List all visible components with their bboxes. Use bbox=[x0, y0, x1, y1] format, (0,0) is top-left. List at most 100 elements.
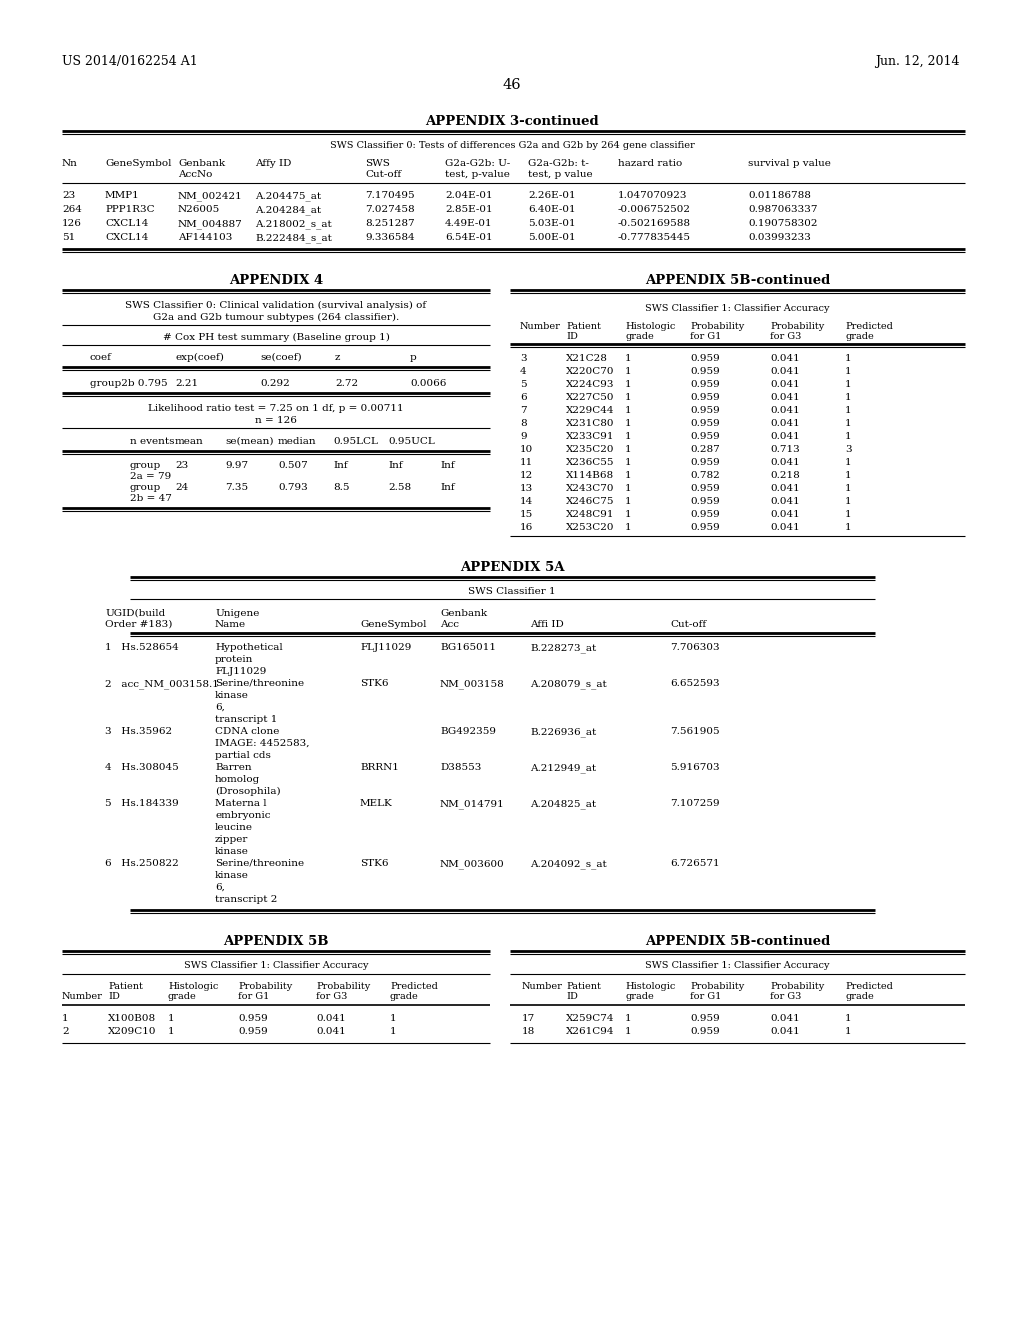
Text: 7.706303: 7.706303 bbox=[670, 643, 720, 652]
Text: 1: 1 bbox=[625, 523, 632, 532]
Text: A.204092_s_at: A.204092_s_at bbox=[530, 859, 607, 869]
Text: ID: ID bbox=[566, 993, 578, 1001]
Text: 0.0066: 0.0066 bbox=[410, 379, 446, 388]
Text: leucine: leucine bbox=[215, 822, 253, 832]
Text: IMAGE: 4452583,: IMAGE: 4452583, bbox=[215, 739, 309, 748]
Text: 1: 1 bbox=[845, 393, 852, 403]
Text: Inf: Inf bbox=[333, 461, 347, 470]
Text: APPENDIX 4: APPENDIX 4 bbox=[229, 275, 324, 286]
Text: grade: grade bbox=[168, 993, 197, 1001]
Text: 9.336584: 9.336584 bbox=[365, 234, 415, 242]
Text: SWS Classifier 0: Tests of differences G2a and G2b by 264 gene classifier: SWS Classifier 0: Tests of differences G… bbox=[330, 141, 694, 150]
Text: D38553: D38553 bbox=[440, 763, 481, 772]
Text: 1: 1 bbox=[625, 432, 632, 441]
Text: 0.959: 0.959 bbox=[690, 523, 720, 532]
Text: Serine/threonine: Serine/threonine bbox=[215, 678, 304, 688]
Text: X243C70: X243C70 bbox=[566, 484, 614, 492]
Text: transcript 2: transcript 2 bbox=[215, 895, 278, 904]
Text: 23: 23 bbox=[62, 191, 75, 201]
Text: p: p bbox=[410, 352, 417, 362]
Text: B.226936_at: B.226936_at bbox=[530, 727, 596, 737]
Text: Probability: Probability bbox=[770, 982, 824, 991]
Text: Inf: Inf bbox=[440, 483, 455, 492]
Text: NM_003158: NM_003158 bbox=[440, 678, 505, 689]
Text: 2.26E-01: 2.26E-01 bbox=[528, 191, 575, 201]
Text: 0.959: 0.959 bbox=[238, 1014, 267, 1023]
Text: 0.959: 0.959 bbox=[690, 1014, 720, 1023]
Text: 0.959: 0.959 bbox=[690, 354, 720, 363]
Text: X253C20: X253C20 bbox=[566, 523, 614, 532]
Text: 1: 1 bbox=[845, 510, 852, 519]
Text: A.204825_at: A.204825_at bbox=[530, 799, 596, 809]
Text: 11: 11 bbox=[520, 458, 534, 467]
Text: group: group bbox=[130, 483, 161, 492]
Text: 1: 1 bbox=[168, 1027, 175, 1036]
Text: APPENDIX 5A: APPENDIX 5A bbox=[460, 561, 564, 574]
Text: Probability: Probability bbox=[316, 982, 371, 991]
Text: 9: 9 bbox=[520, 432, 526, 441]
Text: 0.218: 0.218 bbox=[770, 471, 800, 480]
Text: 0.959: 0.959 bbox=[690, 498, 720, 506]
Text: 6.54E-01: 6.54E-01 bbox=[445, 234, 493, 242]
Text: kinase: kinase bbox=[215, 847, 249, 855]
Text: 0.041: 0.041 bbox=[770, 432, 800, 441]
Text: Histologic: Histologic bbox=[168, 982, 218, 991]
Text: 0.041: 0.041 bbox=[316, 1014, 346, 1023]
Text: Patient: Patient bbox=[108, 982, 143, 991]
Text: hazard ratio: hazard ratio bbox=[618, 158, 682, 168]
Text: 1: 1 bbox=[845, 407, 852, 414]
Text: Cut-off: Cut-off bbox=[365, 170, 401, 180]
Text: X114B68: X114B68 bbox=[566, 471, 614, 480]
Text: 0.959: 0.959 bbox=[690, 432, 720, 441]
Text: -0.006752502: -0.006752502 bbox=[618, 205, 691, 214]
Text: 1: 1 bbox=[625, 1014, 632, 1023]
Text: 17: 17 bbox=[522, 1014, 536, 1023]
Text: Jun. 12, 2014: Jun. 12, 2014 bbox=[876, 55, 961, 69]
Text: Histologic: Histologic bbox=[625, 322, 676, 331]
Text: 7.027458: 7.027458 bbox=[365, 205, 415, 214]
Text: 2a = 79: 2a = 79 bbox=[130, 473, 171, 480]
Text: FLJ11029: FLJ11029 bbox=[215, 667, 266, 676]
Text: 126: 126 bbox=[62, 219, 82, 228]
Text: 0.03993233: 0.03993233 bbox=[748, 234, 811, 242]
Text: Histologic: Histologic bbox=[625, 982, 676, 991]
Text: 0.987063337: 0.987063337 bbox=[748, 205, 817, 214]
Text: SWS Classifier 1: Classifier Accuracy: SWS Classifier 1: Classifier Accuracy bbox=[645, 304, 829, 313]
Text: 10: 10 bbox=[520, 445, 534, 454]
Text: 2.21: 2.21 bbox=[175, 379, 198, 388]
Text: 2.04E-01: 2.04E-01 bbox=[445, 191, 493, 201]
Text: 1: 1 bbox=[845, 1027, 852, 1036]
Text: 23: 23 bbox=[175, 461, 188, 470]
Text: 1: 1 bbox=[845, 484, 852, 492]
Text: 0.959: 0.959 bbox=[690, 407, 720, 414]
Text: Probability: Probability bbox=[690, 322, 744, 331]
Text: Inf: Inf bbox=[440, 461, 455, 470]
Text: 1: 1 bbox=[845, 523, 852, 532]
Text: Patient: Patient bbox=[566, 982, 601, 991]
Text: X236C55: X236C55 bbox=[566, 458, 614, 467]
Text: 0.041: 0.041 bbox=[770, 1014, 800, 1023]
Text: B.222484_s_at: B.222484_s_at bbox=[255, 234, 332, 243]
Text: 0.01186788: 0.01186788 bbox=[748, 191, 811, 201]
Text: 0.041: 0.041 bbox=[770, 354, 800, 363]
Text: 0.959: 0.959 bbox=[690, 510, 720, 519]
Text: protein: protein bbox=[215, 655, 253, 664]
Text: Acc: Acc bbox=[440, 620, 459, 630]
Text: Cut-off: Cut-off bbox=[670, 620, 707, 630]
Text: MELK: MELK bbox=[360, 799, 393, 808]
Text: 0.959: 0.959 bbox=[690, 458, 720, 467]
Text: for G3: for G3 bbox=[770, 333, 802, 341]
Text: zipper: zipper bbox=[215, 836, 249, 843]
Text: BG165011: BG165011 bbox=[440, 643, 496, 652]
Text: 7.170495: 7.170495 bbox=[365, 191, 415, 201]
Text: SWS Classifier 0: Clinical validation (survival analysis) of: SWS Classifier 0: Clinical validation (s… bbox=[125, 301, 427, 310]
Text: Inf: Inf bbox=[388, 461, 402, 470]
Text: Probability: Probability bbox=[238, 982, 292, 991]
Text: test, p-value: test, p-value bbox=[445, 170, 510, 180]
Text: ID: ID bbox=[566, 333, 578, 341]
Text: n events: n events bbox=[130, 437, 174, 446]
Text: B.228273_at: B.228273_at bbox=[530, 643, 596, 652]
Text: 0.959: 0.959 bbox=[238, 1027, 267, 1036]
Text: X235C20: X235C20 bbox=[566, 445, 614, 454]
Text: 0.713: 0.713 bbox=[770, 445, 800, 454]
